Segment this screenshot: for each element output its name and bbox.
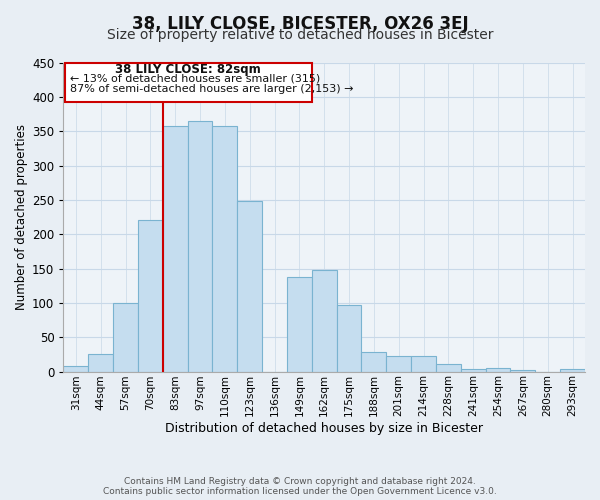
Text: 87% of semi-detached houses are larger (2,153) →: 87% of semi-detached houses are larger (… xyxy=(70,84,353,94)
Text: 38 LILY CLOSE: 82sqm: 38 LILY CLOSE: 82sqm xyxy=(115,63,261,76)
Bar xyxy=(386,356,411,372)
Bar xyxy=(237,201,262,372)
Bar xyxy=(212,126,237,372)
Bar xyxy=(138,220,163,372)
Bar xyxy=(436,364,461,372)
Bar xyxy=(511,370,535,372)
Bar xyxy=(312,270,337,372)
Bar xyxy=(485,368,511,372)
Bar xyxy=(88,354,113,372)
FancyBboxPatch shape xyxy=(65,62,312,102)
Bar xyxy=(361,352,386,372)
X-axis label: Distribution of detached houses by size in Bicester: Distribution of detached houses by size … xyxy=(165,422,483,435)
Text: Size of property relative to detached houses in Bicester: Size of property relative to detached ho… xyxy=(107,28,493,42)
Bar xyxy=(411,356,436,372)
Bar xyxy=(461,369,485,372)
Y-axis label: Number of detached properties: Number of detached properties xyxy=(15,124,28,310)
Bar xyxy=(287,278,312,372)
Text: ← 13% of detached houses are smaller (315): ← 13% of detached houses are smaller (31… xyxy=(70,74,320,84)
Bar xyxy=(64,366,88,372)
Bar xyxy=(188,121,212,372)
Text: Contains HM Land Registry data © Crown copyright and database right 2024.: Contains HM Land Registry data © Crown c… xyxy=(124,478,476,486)
Bar xyxy=(560,370,585,372)
Text: 38, LILY CLOSE, BICESTER, OX26 3EJ: 38, LILY CLOSE, BICESTER, OX26 3EJ xyxy=(131,15,469,33)
Bar xyxy=(113,303,138,372)
Bar xyxy=(163,126,188,372)
Text: Contains public sector information licensed under the Open Government Licence v3: Contains public sector information licen… xyxy=(103,488,497,496)
Bar xyxy=(337,305,361,372)
